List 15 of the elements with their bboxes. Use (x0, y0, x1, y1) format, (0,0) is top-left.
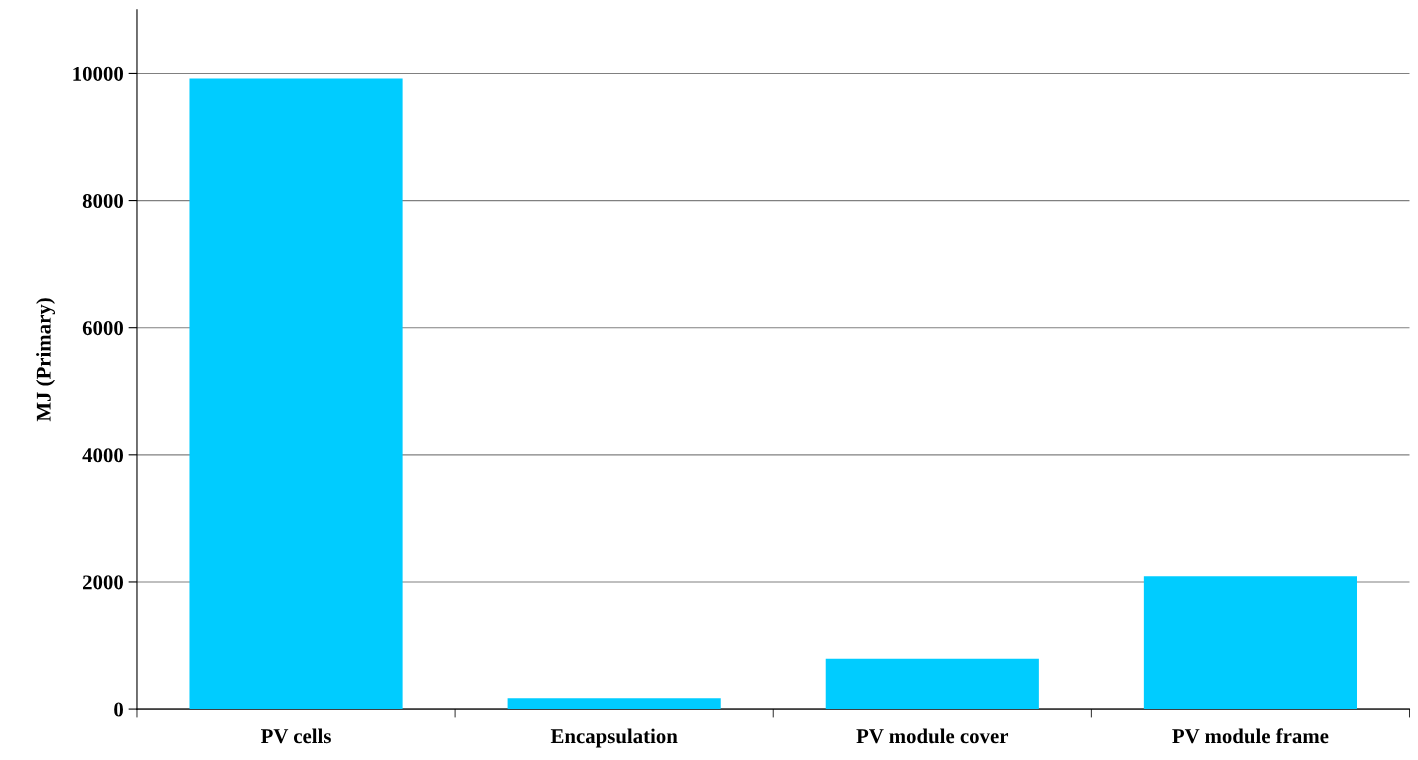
bar (507, 698, 721, 710)
y-tick-label: 0 (114, 702, 123, 717)
bar (825, 658, 1039, 710)
x-tick-label: PV module frame (1172, 728, 1329, 744)
bar (1143, 576, 1357, 710)
x-tick-label: Encapsulation (550, 728, 678, 748)
x-tick-label: PV cells (261, 728, 331, 744)
y-axis-title: MJ (Primary) (36, 298, 56, 422)
y-tick-label: 10000 (73, 66, 123, 81)
x-tick-label: PV module cover (856, 728, 1009, 744)
bar (189, 78, 403, 710)
y-tick-label: 8000 (82, 193, 123, 208)
y-tick-label: 4000 (82, 448, 123, 463)
y-tick-label: 2000 (82, 575, 123, 590)
y-tick-label: 6000 (82, 321, 123, 336)
